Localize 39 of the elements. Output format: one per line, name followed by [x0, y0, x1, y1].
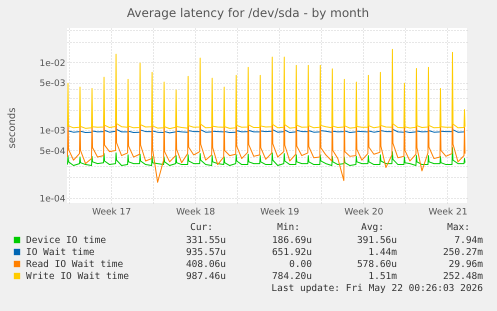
x-tick-label: Week 21	[428, 208, 468, 218]
text: 651.92u	[272, 247, 312, 258]
x-tick-label: Week 18	[176, 208, 216, 218]
chart-title: Average latency for /dev/sda - by month	[126, 6, 370, 20]
text: 784.20u	[272, 271, 312, 282]
line-series	[67, 48, 466, 130]
x-tick-label: Week 19	[260, 208, 300, 218]
text: Max:	[447, 222, 470, 233]
text: 578.60u	[356, 259, 397, 270]
text: 1.51m	[368, 271, 398, 282]
text: Avg:	[361, 222, 384, 233]
text: Cur:	[190, 222, 213, 233]
text: 29.96m	[448, 259, 484, 270]
text: 408.06u	[186, 259, 226, 270]
text: 250.27m	[442, 247, 484, 258]
y-tick-label: 1e-03	[40, 126, 66, 137]
x-tick-label: Week 20	[344, 208, 384, 218]
text: 935.57u	[186, 247, 226, 258]
legend-label: IO Wait time	[26, 247, 95, 258]
text: Last update: Fri May 22 00:26:03 2026	[271, 283, 484, 294]
text: 7.94m	[454, 235, 484, 246]
legend-label: Read IO Wait time	[26, 259, 124, 270]
x-tick-label: Week 17	[92, 208, 132, 218]
y-axis-title: seconds	[7, 108, 18, 148]
y-tick-label: 5e-04	[40, 146, 66, 157]
y-tick-label: 5e-03	[40, 79, 66, 90]
y-tick-label: 1e-02	[40, 58, 66, 69]
text: 0.00	[289, 259, 312, 270]
text: 186.69u	[272, 235, 312, 246]
text: 1.44m	[368, 247, 398, 258]
text: 391.56u	[356, 235, 397, 246]
text: Min:	[277, 222, 300, 233]
legend-label: Device IO time	[26, 235, 106, 246]
y-tick-label: 1e-04	[40, 194, 66, 204]
text: 987.46u	[186, 271, 226, 282]
text: 331.55u	[186, 235, 226, 246]
legend-label: Write IO Wait time	[26, 271, 130, 282]
text: 252.48m	[442, 271, 484, 282]
line-series	[67, 147, 466, 166]
